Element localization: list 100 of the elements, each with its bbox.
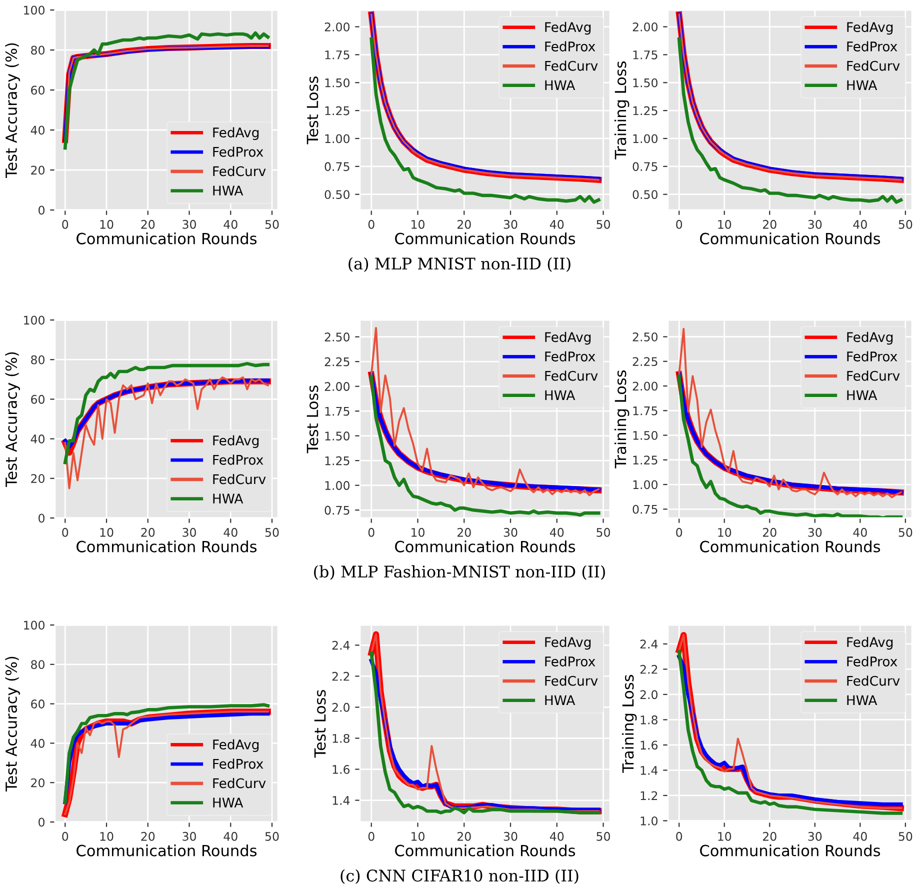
y-tick-label: 1.6	[332, 764, 350, 774]
legend-label: FedAvg	[213, 127, 259, 140]
y-tick-label: 0.75	[632, 504, 658, 514]
legend-label: FedCurv	[545, 370, 598, 381]
legend-label: FedAvg	[847, 332, 893, 345]
y-axis-title: Test Loss	[314, 690, 326, 758]
y-tick-label: 2.0	[640, 690, 658, 700]
y-tick-label: 60	[31, 394, 44, 404]
x-tick-label: 20	[457, 832, 471, 841]
y-tick-label: 1.4	[332, 796, 350, 805]
x-tick-label: 40	[853, 220, 867, 229]
x-tick-label: 10	[100, 528, 114, 537]
y-tick-label: 1.25	[325, 106, 350, 116]
y-tick-label: 60	[31, 700, 44, 708]
y-tick-label: 1.75	[633, 406, 658, 416]
x-tick-label: 10	[718, 832, 732, 841]
y-axis-title: Training Loss	[614, 370, 630, 468]
legend-label: FedAvg	[545, 22, 591, 35]
y-tick-label: 1.8	[332, 734, 350, 743]
y-tick-label: 2.50	[324, 332, 350, 342]
y-tick-label: 2.50	[632, 332, 658, 342]
y-tick-label: 20	[31, 166, 44, 175]
y-tick-label: 1.4	[640, 766, 658, 775]
y-tick-label: 1.50	[325, 78, 350, 88]
legend-label: FedProx	[847, 351, 898, 362]
legend-label: FedCurv	[213, 474, 266, 484]
y-axis-title: Training Loss	[614, 61, 630, 160]
y-tick-label: 1.50	[633, 78, 658, 88]
x-tick-label: 0	[368, 832, 374, 841]
y-tick-label: 100	[24, 620, 44, 630]
x-axis-title: Communication Rounds	[76, 844, 257, 856]
legend-label: FedProx	[545, 41, 596, 52]
x-tick-label: 10	[412, 528, 424, 537]
legend-label: FedCurv	[213, 778, 266, 788]
y-tick-label: 1.00	[633, 480, 658, 490]
text: (a) MLP MNIST non-IID (II)	[348, 257, 570, 272]
x-tick-label: 20	[762, 528, 776, 537]
x-tick-label: 0	[368, 528, 374, 537]
x-tick-label: 0	[62, 220, 68, 229]
y-axis-title: Test Accuracy (%)	[5, 43, 20, 178]
x-tick-label: 0	[676, 220, 682, 229]
x-tick-label: 20	[141, 528, 155, 537]
y-tick-label: 0.75	[324, 162, 350, 172]
y-tick-label: 40	[30, 738, 44, 748]
y-axis-title: Test Loss	[306, 386, 318, 454]
x-tick-label: 20	[457, 528, 471, 537]
y-tick-label: 100	[24, 316, 44, 325]
x-tick-label: 40	[224, 832, 238, 841]
legend-label: FedProx	[213, 758, 264, 769]
text: (b) MLP Fashion-MNIST non-IID (II)	[314, 565, 605, 580]
x-tick-label: 0	[676, 528, 682, 537]
y-tick-label: 2.2	[640, 664, 658, 674]
legend-label: FedCurv	[213, 166, 266, 176]
x-tick-label: 50	[596, 528, 610, 537]
x-tick-label: 0	[676, 832, 682, 841]
y-tick-label: 1.2	[640, 791, 658, 800]
y-tick-label: 1.25	[325, 456, 350, 466]
y-tick-label: 1.75	[633, 50, 658, 60]
y-tick-label: 1.6	[640, 740, 658, 750]
x-tick-label: 50	[265, 528, 279, 537]
x-tick-label: 20	[762, 832, 776, 841]
x-axis-title: Communication Rounds	[700, 844, 880, 856]
x-tick-label: 40	[853, 528, 867, 537]
x-tick-label: 10	[100, 220, 114, 229]
y-tick-label: 1.0	[640, 816, 658, 826]
y-tick-label: 60	[31, 86, 44, 95]
y-tick-label: 1.50	[325, 432, 350, 440]
x-axis-title: Communication Rounds	[395, 540, 576, 552]
x-tick-label: 0	[368, 220, 374, 229]
x-axis-title: Communication Rounds	[395, 844, 576, 856]
x-tick-label: 10	[412, 220, 424, 229]
legend-label: HWA	[545, 695, 576, 705]
y-tick-label: 2.00	[632, 22, 658, 32]
y-tick-label: 1.75	[325, 406, 350, 416]
x-tick-label: 50	[898, 220, 912, 229]
y-tick-label: 0.50	[324, 190, 350, 200]
x-tick-label: 0	[62, 832, 68, 841]
x-tick-label: 40	[550, 832, 564, 841]
legend-label: FedProx	[213, 454, 264, 465]
x-tick-label: 50	[898, 528, 912, 537]
legend-label: FedProx	[847, 41, 898, 52]
x-tick-label: 30	[182, 528, 196, 537]
y-tick-label: 1.8	[640, 715, 658, 724]
x-tick-label: 50	[596, 832, 610, 841]
y-tick-label: 80	[31, 46, 44, 55]
x-axis-title: Communication Rounds	[76, 540, 257, 552]
legend-label: FedProx	[847, 656, 898, 666]
x-tick-label: 30	[808, 528, 822, 537]
x-tick-label: 10	[718, 220, 732, 229]
x-tick-label: 30	[504, 832, 518, 841]
y-axis-title: Test Loss	[306, 76, 318, 144]
legend-label: HWA	[545, 80, 576, 90]
x-axis-title: Communication Rounds	[700, 540, 880, 552]
legend-label: HWA	[545, 390, 576, 400]
text: (c) CNN CIFAR10 non-IID (II)	[340, 869, 578, 884]
legend-label: FedCurv	[545, 60, 598, 71]
x-tick-label: 10	[412, 832, 424, 841]
x-tick-label: 30	[808, 220, 822, 229]
y-tick-label: 0	[38, 818, 44, 827]
x-tick-label: 40	[550, 220, 564, 229]
